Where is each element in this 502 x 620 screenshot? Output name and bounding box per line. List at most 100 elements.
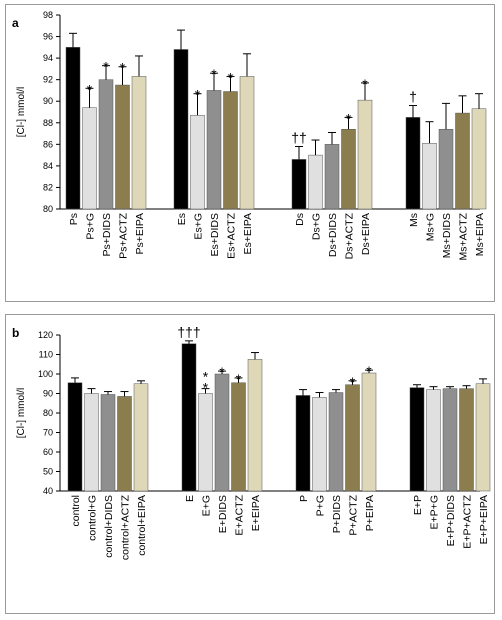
significance-mark: † <box>409 89 417 105</box>
bar <box>405 117 421 210</box>
significance-mark: * <box>87 81 93 97</box>
bar <box>223 91 238 210</box>
y-tick-label: 60 <box>43 447 53 457</box>
x-tick-label: control+EIPA <box>136 495 148 556</box>
y-tick-label: 90 <box>43 96 53 106</box>
significance-mark: * <box>362 76 368 92</box>
bar <box>438 128 454 210</box>
x-tick-label: Ds+EIPA <box>360 213 372 255</box>
x-tick-label: Ds+G <box>311 213 323 240</box>
bar <box>173 49 189 210</box>
x-tick-label: Ds+ACTZ <box>344 212 356 259</box>
bar <box>328 392 344 492</box>
x-tick-label: E <box>184 495 196 502</box>
x-tick-label: Es+DIDS <box>209 213 221 256</box>
x-tick-label: P+ACTZ <box>348 494 360 535</box>
bar <box>198 393 213 492</box>
bar <box>341 128 356 210</box>
chart-panel-a: a [Cl-] mmol/l 80 82 84 86 88 90 92 94 96 98 Ps * Ps+G… <box>5 4 495 302</box>
significance-mark: * <box>195 87 201 103</box>
bar <box>98 79 114 210</box>
bar <box>131 76 147 210</box>
bar <box>442 388 458 492</box>
bar <box>345 384 360 492</box>
x-tick-label: Ps+G <box>85 213 97 240</box>
chart-svg-a: a [Cl-] mmol/l 80 82 84 86 88 90 92 94 96 98 Ps * Ps+G… <box>12 10 487 261</box>
y-tick-label: 80 <box>43 408 53 418</box>
bar <box>295 395 311 492</box>
x-tick-label: Es+G <box>193 213 205 240</box>
x-tick-label: Ms+EIPA <box>474 213 486 256</box>
x-tick-label: P <box>298 495 310 502</box>
bar <box>308 154 323 210</box>
significance-mark: * <box>366 363 372 379</box>
x-tick-label: E+ACTZ <box>234 494 246 535</box>
y-tick-label: 88 <box>43 118 53 128</box>
significance-mark: ††† <box>177 324 200 340</box>
bar <box>82 107 97 210</box>
significance-mark: * <box>203 369 209 385</box>
x-tick-label: P+EIPA <box>364 495 376 531</box>
panel-label: b <box>12 326 19 340</box>
chart-svg-b: b [Cl-] mmol/l 40 50 60 70 80 90 100 110 120 contro… <box>12 324 491 560</box>
y-tick-label: 82 <box>43 182 53 192</box>
bar <box>190 114 205 210</box>
bar <box>84 393 99 492</box>
bar <box>67 382 83 492</box>
bar <box>214 373 230 492</box>
x-tick-label: control+DIDS <box>103 495 115 558</box>
x-tick-label: E+DIDS <box>217 495 229 533</box>
chart-panel-b: b [Cl-] mmol/l 40 50 60 70 80 90 100 110 120 contro… <box>5 314 495 614</box>
bar <box>312 397 327 492</box>
x-tick-label: Ds <box>294 213 306 226</box>
bar <box>100 394 116 492</box>
y-tick-label: 120 <box>38 330 53 340</box>
x-tick-label: E+P <box>412 495 424 515</box>
y-tick-label: 70 <box>43 428 53 438</box>
y-tick-label: 90 <box>43 389 53 399</box>
panel-label: a <box>12 16 19 30</box>
significance-mark: * <box>103 59 109 75</box>
bar <box>133 383 149 492</box>
significance-mark: * <box>350 374 356 390</box>
x-tick-label: Ms+DIDS <box>441 213 453 258</box>
x-tick-label: P+G <box>315 495 327 516</box>
y-axis-label: [Cl-] mmol/l <box>16 87 27 138</box>
bar <box>426 389 441 492</box>
y-tick-label: 110 <box>39 350 53 360</box>
x-tick-label: E+P+ACTZ <box>462 494 474 548</box>
bar <box>324 144 340 210</box>
significance-mark: * <box>211 66 217 82</box>
x-tick-label: Ds+DIDS <box>327 213 339 257</box>
bar <box>206 90 222 210</box>
significance-mark: †† <box>291 129 307 145</box>
x-tick-label: E+G <box>201 495 213 516</box>
y-tick-label: 92 <box>43 75 53 85</box>
bar <box>117 396 132 492</box>
bar <box>455 112 470 210</box>
bar <box>231 382 246 492</box>
significance-mark: * <box>203 380 209 396</box>
significance-mark: * <box>228 69 234 85</box>
x-tick-label: E+P+G <box>429 495 441 529</box>
x-tick-label: E+P+DIDS <box>445 495 457 546</box>
y-tick-label: 80 <box>43 204 53 214</box>
bar <box>115 84 130 210</box>
significance-mark: * <box>346 110 352 126</box>
x-tick-label: control+G <box>87 495 99 541</box>
x-tick-label: E+P+EIPA <box>478 495 490 544</box>
y-tick-label: 50 <box>43 467 53 477</box>
bar <box>471 108 487 210</box>
significance-mark: * <box>219 364 225 380</box>
bar <box>357 99 373 210</box>
bar <box>65 47 81 210</box>
bar <box>409 387 425 492</box>
bar <box>422 143 437 210</box>
x-tick-label: P+DIDS <box>331 495 343 533</box>
x-tick-label: control <box>70 495 82 527</box>
significance-mark: * <box>120 60 126 76</box>
x-tick-label: Ms+G <box>425 213 437 241</box>
significance-mark: * <box>236 371 242 387</box>
bar <box>181 343 197 492</box>
x-tick-label: Es+ACTZ <box>226 212 238 258</box>
